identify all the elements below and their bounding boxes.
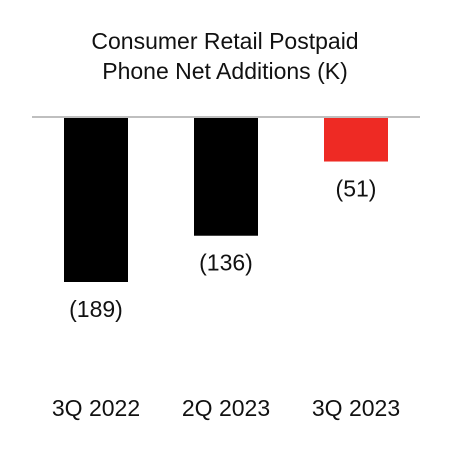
bar-3 — [324, 117, 388, 162]
x-tick-label-2: 2Q 2023 — [182, 395, 270, 421]
data-label-2: (136) — [199, 250, 253, 276]
x-tick-label-3: 3Q 2023 — [312, 395, 400, 421]
bar-1 — [64, 117, 128, 282]
x-tick-label-1: 3Q 2022 — [52, 395, 140, 421]
chart-title: Consumer Retail Postpaid Phone Net Addit… — [91, 28, 359, 84]
bar-2 — [194, 117, 258, 236]
data-label-3: (51) — [336, 176, 377, 202]
data-label-1: (189) — [69, 296, 123, 322]
